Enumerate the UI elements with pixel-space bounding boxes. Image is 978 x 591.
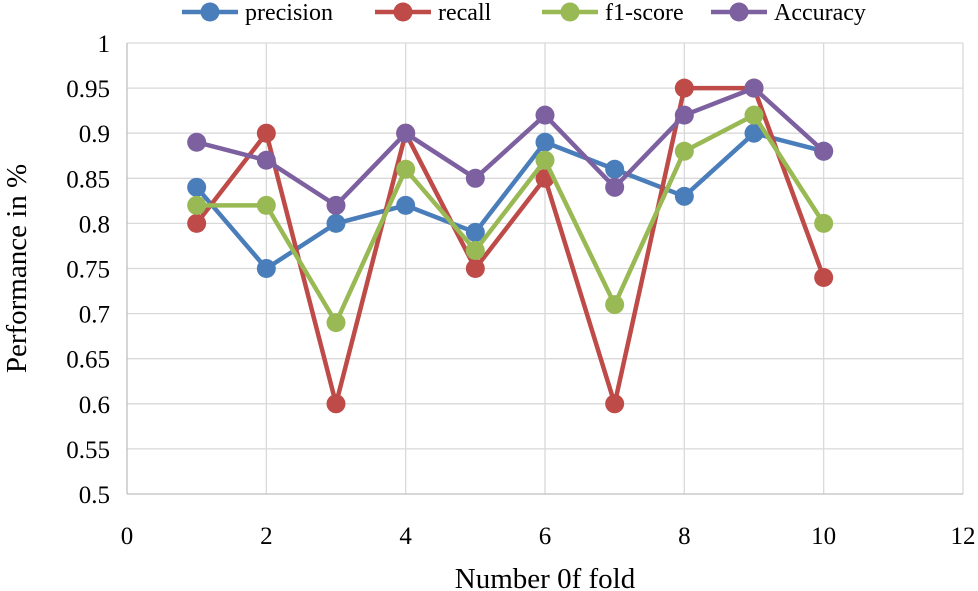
legend-marker-accuracy (729, 2, 749, 22)
recall-point (256, 123, 276, 143)
y-tick-label: 0.6 (79, 392, 110, 419)
recall-point (674, 78, 694, 98)
series-group (187, 78, 834, 414)
x-tick-label: 10 (811, 523, 836, 550)
precision-point (326, 213, 346, 233)
f1-score-point (744, 105, 764, 125)
legend-item-precision: precision (182, 0, 333, 26)
x-tick-label: 6 (539, 523, 552, 550)
y-tick-label: 0.7 (79, 302, 110, 329)
accuracy-point (396, 123, 416, 143)
precision-point (396, 195, 416, 215)
legend-label-accuracy: Accuracy (774, 0, 866, 26)
x-tick-label: 8 (678, 523, 691, 550)
f1-score-point (605, 295, 625, 315)
recall-point (326, 394, 346, 414)
accuracy-point (535, 105, 555, 125)
f1-score-point (674, 141, 694, 161)
f1-score-point (326, 313, 346, 333)
precision-point (256, 259, 276, 278)
precision-point (674, 186, 694, 206)
y-tick-label: 0.85 (66, 166, 110, 193)
legend: precision recall f1-score Accuracy (182, 0, 866, 26)
grid (127, 42, 964, 494)
precision-point (605, 159, 625, 179)
f1-score-point (256, 195, 276, 215)
recall-point (465, 259, 485, 278)
accuracy-point (187, 132, 207, 152)
y-tick-label: 0.75 (66, 257, 110, 284)
y-tick-label: 0.9 (79, 121, 110, 148)
y-tick-label: 0.95 (66, 76, 110, 103)
accuracy-point (326, 195, 346, 215)
f1-score-point (465, 240, 485, 260)
x-tick-label: 12 (951, 523, 976, 550)
accuracy-line (196, 85, 826, 208)
recall-point (605, 394, 625, 414)
legend-label-f1-score: f1-score (605, 0, 684, 26)
f1-score-point (814, 213, 834, 233)
y-tick-label: 0.55 (66, 437, 110, 464)
f1-score-line (196, 112, 826, 325)
precision-point (465, 222, 485, 242)
legend-item-accuracy: Accuracy (711, 0, 866, 26)
legend-marker-recall (393, 2, 413, 22)
recall-point (814, 268, 834, 288)
series-f1-score (187, 105, 834, 333)
y-axis-title: Performance in % (1, 164, 33, 373)
legend-label-precision: precision (245, 0, 333, 26)
series-accuracy (187, 78, 834, 215)
legend-marker-f1-score (560, 2, 580, 22)
legend-item-recall: recall (375, 0, 492, 26)
y-tick-label: 0.65 (66, 347, 110, 374)
precision-point (744, 123, 764, 143)
y-tick-label: 0.8 (79, 211, 110, 238)
series-precision (187, 123, 834, 278)
precision-point (187, 177, 207, 197)
precision-line (194, 130, 825, 271)
f1-score-point (187, 195, 207, 215)
recall-point (187, 213, 207, 233)
legend-marker-precision (200, 2, 220, 22)
accuracy-point (256, 150, 276, 170)
y-tick-label: 0.5 (79, 482, 110, 509)
recall-line (194, 85, 826, 407)
accuracy-point (605, 177, 625, 197)
x-tick-label: 0 (121, 523, 134, 550)
accuracy-point (744, 78, 764, 98)
legend-item-f1-score: f1-score (542, 0, 684, 26)
y-tick-label: 1 (98, 31, 111, 58)
x-axis-title: Number 0f fold (455, 563, 636, 591)
x-tick-label: 4 (399, 523, 412, 550)
series-recall (187, 78, 834, 414)
legend-label-recall: recall (438, 0, 492, 26)
f1-score-point (396, 159, 416, 179)
f1-score-point (535, 150, 555, 170)
precision-point (535, 132, 555, 152)
accuracy-point (814, 141, 834, 161)
accuracy-point (674, 105, 694, 125)
accuracy-point (465, 168, 485, 188)
x-tick-label: 2 (260, 523, 273, 550)
